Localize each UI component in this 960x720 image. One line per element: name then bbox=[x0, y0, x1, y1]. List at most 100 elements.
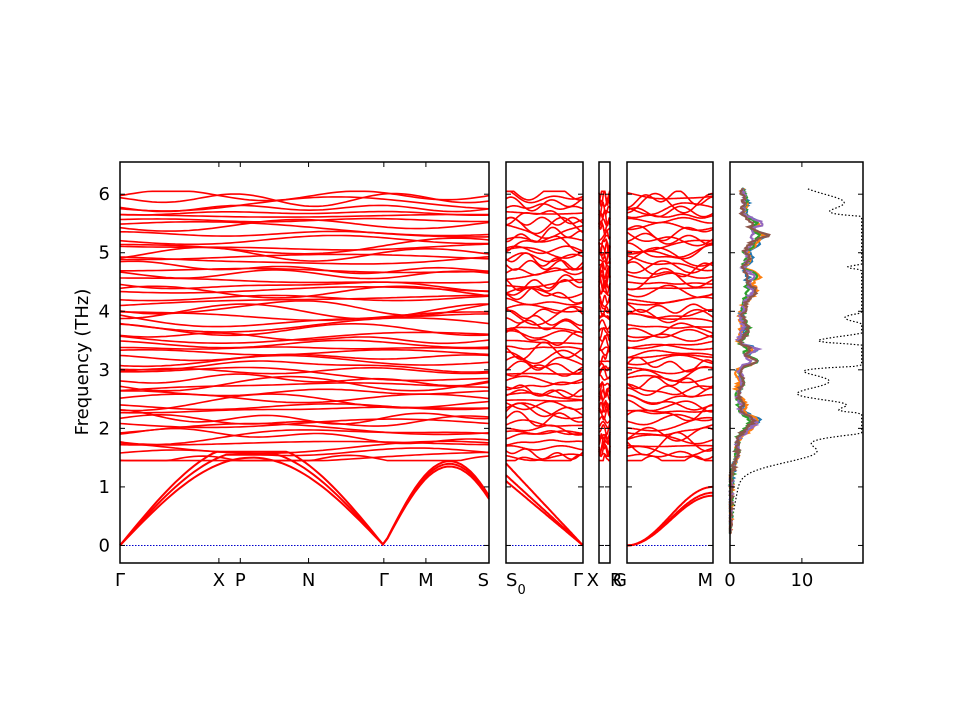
ticks-layer bbox=[119, 162, 863, 563]
optical-band-line bbox=[598, 319, 611, 330]
dos-x-tick-label: 10 bbox=[790, 570, 813, 591]
optical-band-line bbox=[505, 375, 584, 386]
optical-band-line bbox=[505, 345, 584, 350]
optical-band-line bbox=[119, 332, 490, 345]
optical-band-line bbox=[626, 424, 714, 436]
optical-band-line bbox=[119, 281, 490, 292]
panel-frame bbox=[119, 161, 490, 564]
optical-band-line bbox=[505, 430, 584, 435]
partial-dos-line bbox=[728, 188, 771, 535]
optical-band-line bbox=[119, 243, 490, 251]
optical-band-line bbox=[626, 308, 714, 324]
optical-band-line bbox=[626, 323, 714, 329]
x-tick-label: X bbox=[587, 570, 599, 591]
optical-band-line bbox=[119, 221, 490, 238]
x-tick-label: P bbox=[235, 570, 246, 591]
optical-band-line bbox=[505, 216, 584, 226]
optical-band-line bbox=[506, 190, 584, 204]
acoustic-branch bbox=[119, 456, 490, 547]
optical-band-line bbox=[505, 259, 584, 271]
total-dos-line bbox=[729, 187, 863, 534]
optical-band-line bbox=[505, 429, 584, 440]
optical-band-line bbox=[119, 440, 490, 446]
x-tick-label: G bbox=[613, 570, 627, 591]
y-axis-label: Frequency (THz) bbox=[72, 289, 93, 436]
optical-band-line bbox=[119, 393, 490, 412]
panel-frames-layer bbox=[119, 161, 864, 564]
optical-band-line bbox=[505, 252, 584, 263]
optical-band-line bbox=[626, 192, 713, 214]
optical-band-line bbox=[598, 335, 611, 352]
optical-band-line bbox=[119, 429, 490, 446]
optical-band-line bbox=[119, 190, 490, 202]
optical-band-line bbox=[120, 237, 490, 255]
optical-band-line bbox=[119, 382, 490, 392]
x-tick-label: Γ bbox=[115, 570, 125, 591]
optical-band-line bbox=[626, 255, 714, 272]
x-tick-label: M bbox=[697, 570, 713, 591]
optical-band-line bbox=[120, 213, 489, 218]
optical-band-line bbox=[505, 330, 584, 339]
optical-band-line bbox=[627, 242, 714, 260]
optical-band-line bbox=[119, 300, 490, 317]
optical-band-line bbox=[119, 246, 490, 262]
optical-band-line bbox=[505, 226, 584, 243]
optical-band-line bbox=[119, 269, 490, 280]
optical-band-line bbox=[505, 306, 584, 320]
optical-band-line bbox=[626, 374, 714, 384]
optical-band-line bbox=[119, 403, 490, 411]
x-tick-label: M bbox=[418, 570, 434, 591]
acoustic-branch bbox=[119, 453, 490, 547]
optical-band-line bbox=[506, 399, 584, 402]
optical-band-line bbox=[119, 409, 490, 425]
optical-band-line bbox=[598, 327, 611, 342]
optical-band-line bbox=[119, 218, 490, 232]
optical-band-line bbox=[119, 354, 490, 368]
acoustic-branch bbox=[505, 462, 584, 547]
optical-band-line bbox=[505, 314, 584, 327]
optical-band-line bbox=[626, 356, 714, 373]
y-tick-label: 4 bbox=[99, 301, 110, 322]
optical-band-line bbox=[120, 230, 490, 237]
optical-band-line bbox=[505, 339, 584, 345]
optical-band-line bbox=[598, 299, 611, 314]
optical-band-line bbox=[119, 253, 490, 261]
optical-band-line bbox=[120, 346, 489, 350]
band-lines-layer bbox=[119, 190, 714, 547]
optical-band-line bbox=[598, 346, 611, 352]
optical-band-line bbox=[119, 217, 489, 223]
partial-dos-line bbox=[728, 188, 769, 535]
optical-band-line bbox=[505, 209, 584, 226]
optical-band-line bbox=[505, 448, 584, 460]
optical-band-line bbox=[505, 210, 583, 215]
optical-band-line bbox=[626, 272, 714, 279]
optical-band-line bbox=[505, 384, 584, 399]
optical-band-line bbox=[626, 340, 714, 350]
optical-band-line bbox=[119, 373, 490, 387]
acoustic-branch bbox=[627, 494, 713, 547]
optical-band-line bbox=[626, 431, 714, 456]
optical-band-line bbox=[626, 267, 714, 291]
optical-band-line bbox=[119, 451, 490, 462]
acoustic-branch bbox=[627, 485, 713, 547]
optical-band-line bbox=[119, 388, 490, 397]
optical-band-line bbox=[627, 455, 713, 462]
optical-band-line bbox=[598, 304, 611, 317]
optical-band-line bbox=[119, 260, 490, 275]
optical-band-line bbox=[119, 210, 490, 216]
optical-band-line bbox=[598, 348, 611, 366]
optical-band-line bbox=[119, 303, 489, 320]
optical-band-line bbox=[598, 382, 611, 389]
optical-band-line bbox=[626, 366, 713, 375]
optical-band-line bbox=[626, 399, 713, 413]
optical-band-line bbox=[119, 393, 490, 404]
optical-band-line bbox=[626, 404, 713, 422]
x-tick-label: X bbox=[213, 570, 225, 591]
optical-band-line bbox=[506, 424, 584, 436]
optical-band-line bbox=[599, 454, 610, 462]
x-tick-label: Γ bbox=[573, 570, 583, 591]
optical-band-line bbox=[626, 213, 714, 219]
optical-band-line bbox=[627, 409, 714, 413]
